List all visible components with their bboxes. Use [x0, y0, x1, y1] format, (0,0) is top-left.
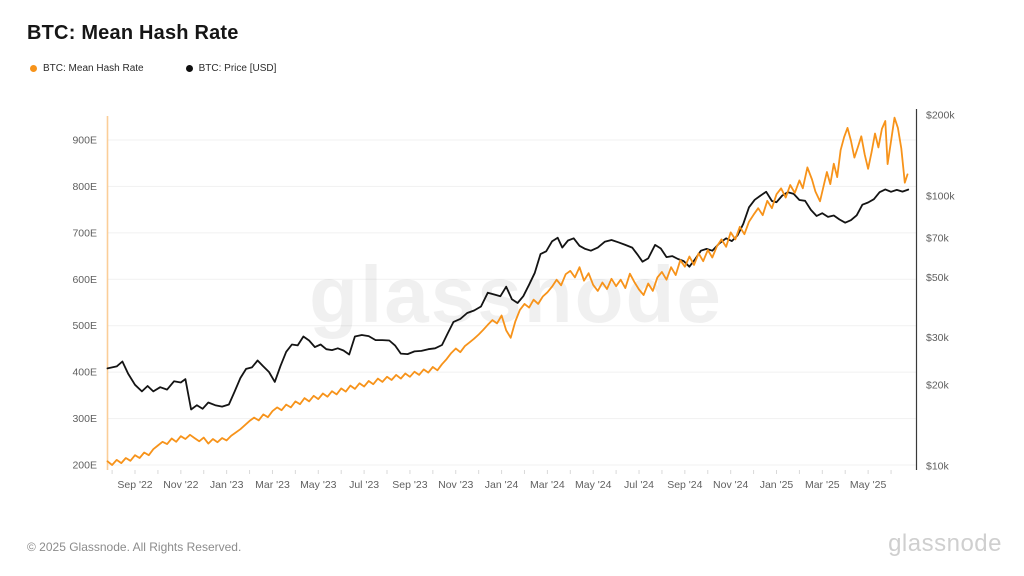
x-tick-label: Nov '22	[163, 479, 198, 491]
price-series-line	[106, 188, 910, 411]
x-tick-label: Nov '23	[438, 479, 473, 491]
x-tick-label: Nov '24	[713, 479, 748, 491]
hash-rate-legend-dot-icon	[30, 65, 37, 72]
x-tick-label: Sep '24	[667, 479, 702, 491]
y-left-tick-label: 500E	[72, 320, 97, 332]
y-right-tick-label: $30k	[926, 332, 950, 344]
chart-legend: BTC: Mean Hash Rate BTC: Price [USD]	[30, 63, 276, 74]
x-tick-label: Jan '24	[485, 479, 519, 491]
x-tick-label: Sep '23	[392, 479, 427, 491]
y-left-tick-label: 200E	[72, 460, 97, 472]
x-tick-label: May '24	[575, 479, 612, 491]
glassnode-logo: glassnode	[888, 530, 1002, 557]
x-tick-label: Jul '23	[349, 479, 379, 491]
y-right-tick-label: $50k	[926, 272, 950, 284]
x-tick-label: Mar '25	[805, 479, 840, 491]
legend-item-hash-rate[interactable]: BTC: Mean Hash Rate	[30, 63, 144, 74]
page-title: BTC: Mean Hash Rate	[27, 22, 239, 44]
x-tick-label: Jan '23	[210, 479, 244, 491]
x-tick-label: Sep '22	[117, 479, 152, 491]
legend-item-label: BTC: Mean Hash Rate	[43, 63, 144, 74]
y-right-tick-label: $100k	[926, 191, 955, 203]
chart-watermark: glassnode	[309, 250, 723, 339]
y-left-tick-label: 400E	[72, 367, 97, 379]
y-right-tick-label: $200k	[926, 110, 955, 122]
y-left-tick-label: 300E	[72, 413, 97, 425]
x-tick-label: Jul '24	[624, 479, 654, 491]
y-left-tick-label: 900E	[72, 134, 97, 146]
price-legend-dot-icon	[185, 65, 193, 72]
legend-item-label: BTC: Price [USD]	[198, 63, 277, 74]
legend-item-price[interactable]: BTC: Price [USD]	[185, 63, 277, 74]
y-left-tick-label: 800E	[72, 181, 97, 193]
hash-rate-series-line	[106, 116, 909, 466]
x-tick-label: Jan '25	[760, 479, 794, 491]
y-right-tick-label: $10k	[926, 461, 950, 473]
x-tick-label: Mar '24	[530, 479, 565, 491]
y-left-tick-label: 700E	[72, 227, 97, 239]
x-tick-label: May '25	[850, 479, 887, 491]
y-right-tick-label: $70k	[926, 233, 950, 245]
x-tick-label: May '23	[300, 479, 337, 491]
x-tick-label: Mar '23	[255, 479, 290, 491]
y-left-tick-label: 600E	[72, 274, 97, 286]
copyright-text: © 2025 Glassnode. All Rights Reserved.	[27, 540, 242, 554]
y-right-tick-label: $20k	[926, 379, 950, 391]
